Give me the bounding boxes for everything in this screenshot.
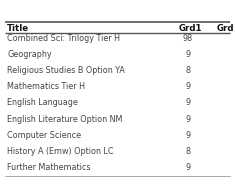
Text: Grd1: Grd1	[179, 24, 202, 33]
Text: History A (Emw) Option LC: History A (Emw) Option LC	[7, 147, 114, 156]
Text: Combined Sci: Trilogy Tier H: Combined Sci: Trilogy Tier H	[7, 34, 120, 43]
Text: Grd: Grd	[216, 24, 234, 33]
Text: 9: 9	[185, 98, 191, 107]
Text: Mathematics Tier H: Mathematics Tier H	[7, 82, 85, 91]
Text: Title: Title	[7, 24, 29, 33]
Text: 9: 9	[185, 50, 191, 59]
Text: Computer Science: Computer Science	[7, 131, 81, 140]
Text: English Literature Option NM: English Literature Option NM	[7, 115, 122, 124]
Text: 98: 98	[183, 34, 193, 43]
Text: Geography: Geography	[7, 50, 52, 59]
Text: 9: 9	[185, 82, 191, 91]
Text: Religious Studies B Option YA: Religious Studies B Option YA	[7, 66, 125, 75]
Text: 9: 9	[185, 131, 191, 140]
Text: 8: 8	[185, 147, 191, 156]
Text: 8: 8	[185, 66, 191, 75]
Text: 9: 9	[185, 163, 191, 172]
Text: Further Mathematics: Further Mathematics	[7, 163, 90, 172]
Text: English Language: English Language	[7, 98, 78, 107]
Text: 9: 9	[185, 115, 191, 124]
